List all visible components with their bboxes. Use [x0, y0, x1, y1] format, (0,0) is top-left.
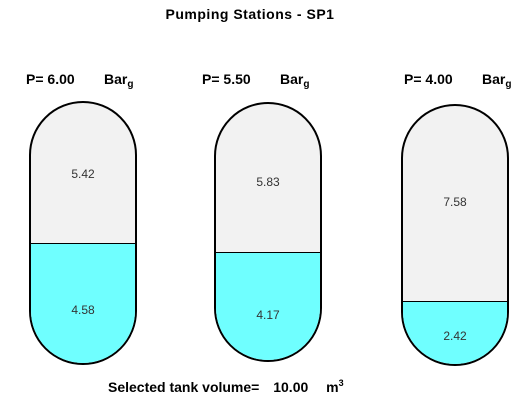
volume-value: 10.00	[273, 379, 309, 395]
tank-upper-value: 5.83	[256, 175, 280, 189]
pressure-unit: Barg	[280, 71, 310, 90]
tank-lower-value: 2.42	[443, 329, 467, 343]
pressure-readout-3: P= 4.00 Barg	[404, 71, 511, 90]
page-title: Pumping Stations - SP1	[165, 6, 335, 22]
tank-lower-value: 4.17	[256, 308, 280, 322]
tank-2: 5.83 4.17	[214, 102, 322, 362]
tank-3: 7.58 2.42	[401, 104, 509, 366]
pressure-readout-2: P= 5.50 Barg	[202, 71, 309, 90]
selected-tank-volume: Selected tank volume= 10.00 m3	[108, 378, 344, 395]
pressure-value: P= 4.00	[404, 71, 453, 87]
pressure-unit: Barg	[104, 71, 134, 90]
pressure-readout-1: P= 6.00 Barg	[26, 71, 133, 90]
tank-liquid-level	[216, 252, 320, 360]
pressure-value: P= 6.00	[26, 71, 75, 87]
tank-liquid-level	[31, 242, 135, 363]
pressure-unit: Barg	[482, 71, 512, 90]
tank-upper-value: 5.42	[71, 167, 95, 181]
tank-1: 5.42 4.58	[29, 101, 137, 365]
tank-upper-value: 7.58	[443, 195, 467, 209]
tank-liquid-level	[403, 300, 507, 364]
volume-label: Selected tank volume=	[108, 379, 260, 395]
volume-unit: m3	[326, 378, 344, 395]
tank-lower-value: 4.58	[71, 303, 95, 317]
pressure-value: P= 5.50	[202, 71, 251, 87]
